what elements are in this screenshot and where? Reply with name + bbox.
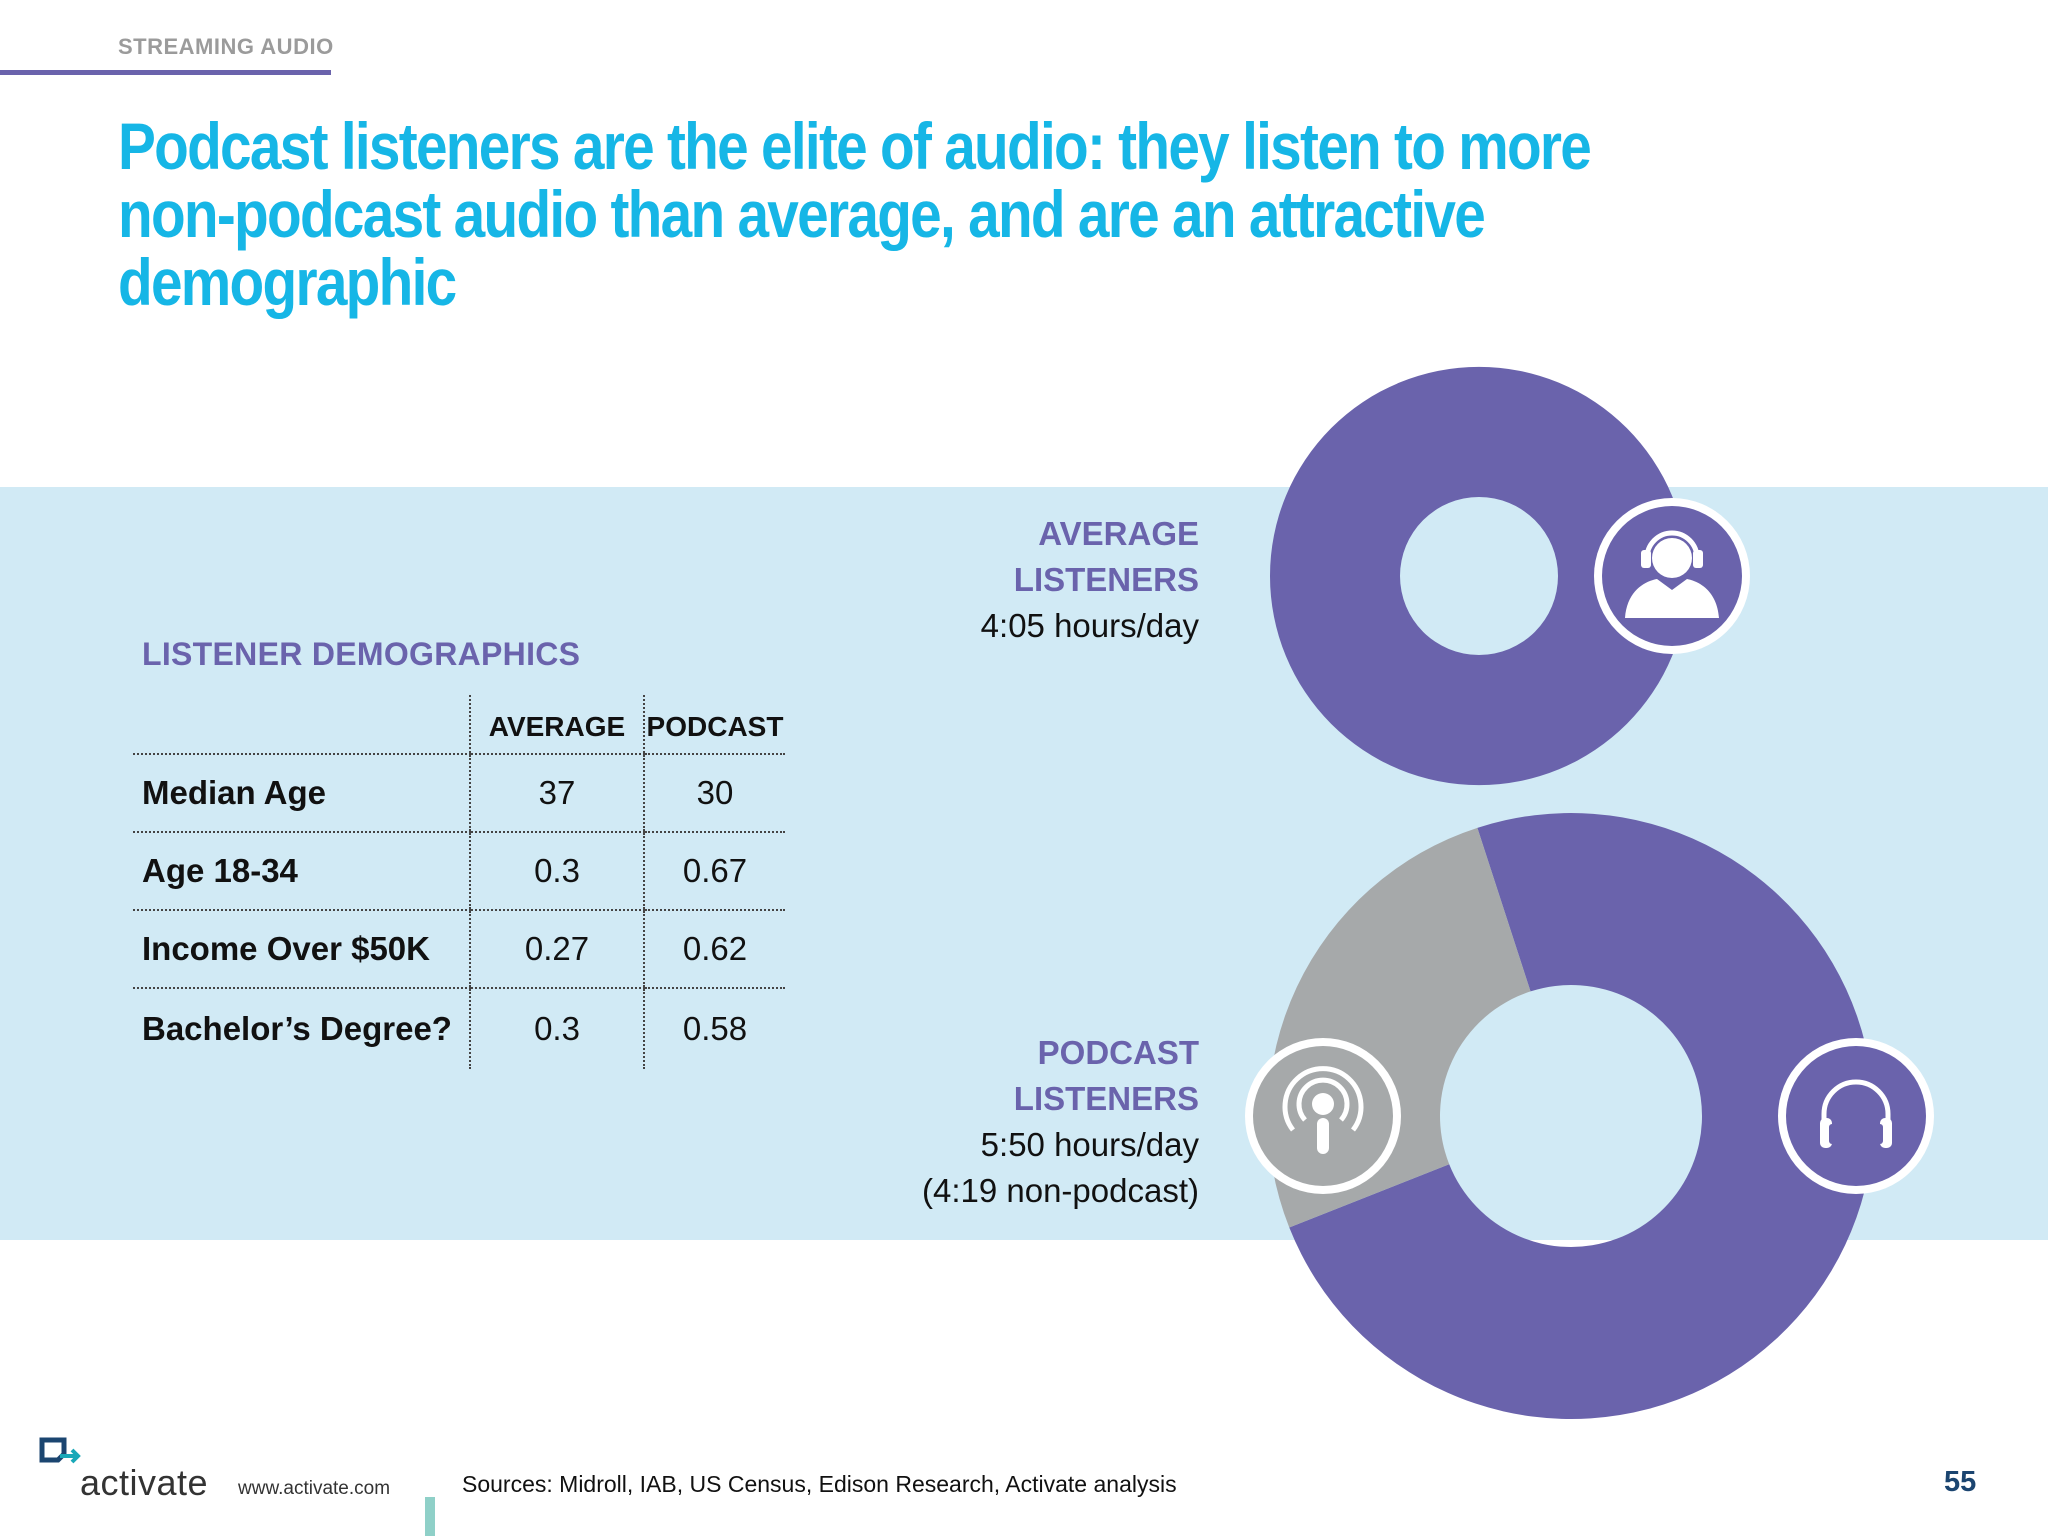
activate-logo-icon — [39, 1437, 81, 1464]
brand-wordmark: activate — [80, 1462, 209, 1503]
podcast-icon — [1245, 1038, 1401, 1194]
sources-note: Sources: Midroll, IAB, US Census, Edison… — [462, 1471, 1177, 1497]
average-label-line1: AVERAGE — [1038, 515, 1199, 552]
podcast-value: 0.58 — [643, 988, 785, 1069]
table-row: Age 18-34 0.3 0.67 — [133, 832, 785, 911]
podcast-label-line2: LISTENERS — [1013, 1080, 1199, 1117]
row-label: Age 18-34 — [133, 832, 470, 911]
page-number: 55 — [1944, 1466, 1977, 1498]
table-header-row: AVERAGE PODCAST — [133, 695, 785, 755]
row-label: Median Age — [133, 754, 470, 833]
podcast-time: 5:50 hours/day — [980, 1126, 1199, 1163]
row-label: Bachelor’s Degree? — [142, 1010, 452, 1047]
average-label-line2: LISTENERS — [1013, 561, 1199, 598]
section-label: STREAMING AUDIO — [118, 34, 334, 59]
average-time: 4:05 hours/day — [980, 607, 1199, 644]
podcast-value: 0.62 — [643, 910, 785, 989]
table-row: Median Age 37 30 — [133, 754, 785, 833]
demographics-table: AVERAGE PODCAST Median Age 37 30 Age 18-… — [133, 695, 785, 1069]
average-value: 37 — [469, 754, 644, 833]
listener-headphones-icon — [1594, 498, 1750, 654]
podcast-value: 30 — [643, 754, 785, 833]
page-title: Podcast listeners are the elite of audio… — [118, 109, 1592, 319]
average-value: 0.27 — [469, 910, 644, 989]
headphones-icon — [1778, 1038, 1934, 1194]
podcast-listeners-label: PODCAST LISTENERS 5:50 hours/day (4:19 n… — [922, 1030, 1199, 1214]
table-header-blank — [133, 695, 470, 755]
footer-accent-bar — [425, 1497, 435, 1536]
table-row: Bachelor’s Degree? 0.3 0.58 — [133, 988, 785, 1069]
average-listeners-label: AVERAGE LISTENERS 4:05 hours/day — [981, 511, 1199, 649]
average-value: 0.3 — [469, 832, 644, 911]
podcast-label-line1: PODCAST — [1037, 1034, 1199, 1071]
section-underline — [0, 70, 331, 75]
podcast-value: 0.67 — [643, 832, 785, 911]
column-header-average: AVERAGE — [469, 695, 644, 755]
brand-url[interactable]: www.activate.com — [238, 1478, 391, 1499]
average-value: 0.3 — [469, 988, 644, 1069]
table-row: Income Over $50K 0.27 0.62 — [133, 910, 785, 989]
podcast-sub: (4:19 non-podcast) — [921, 1172, 1199, 1209]
podcast-slice-non-podcast-audio — [1289, 813, 1874, 1419]
row-label: Income Over $50K — [133, 910, 470, 989]
average-donut — [1269, 366, 1689, 786]
average-slice-non-podcast-audio — [1269, 366, 1689, 786]
demographics-title: LISTENER DEMOGRAPHICS — [142, 636, 581, 672]
column-header-podcast: PODCAST — [643, 695, 785, 755]
